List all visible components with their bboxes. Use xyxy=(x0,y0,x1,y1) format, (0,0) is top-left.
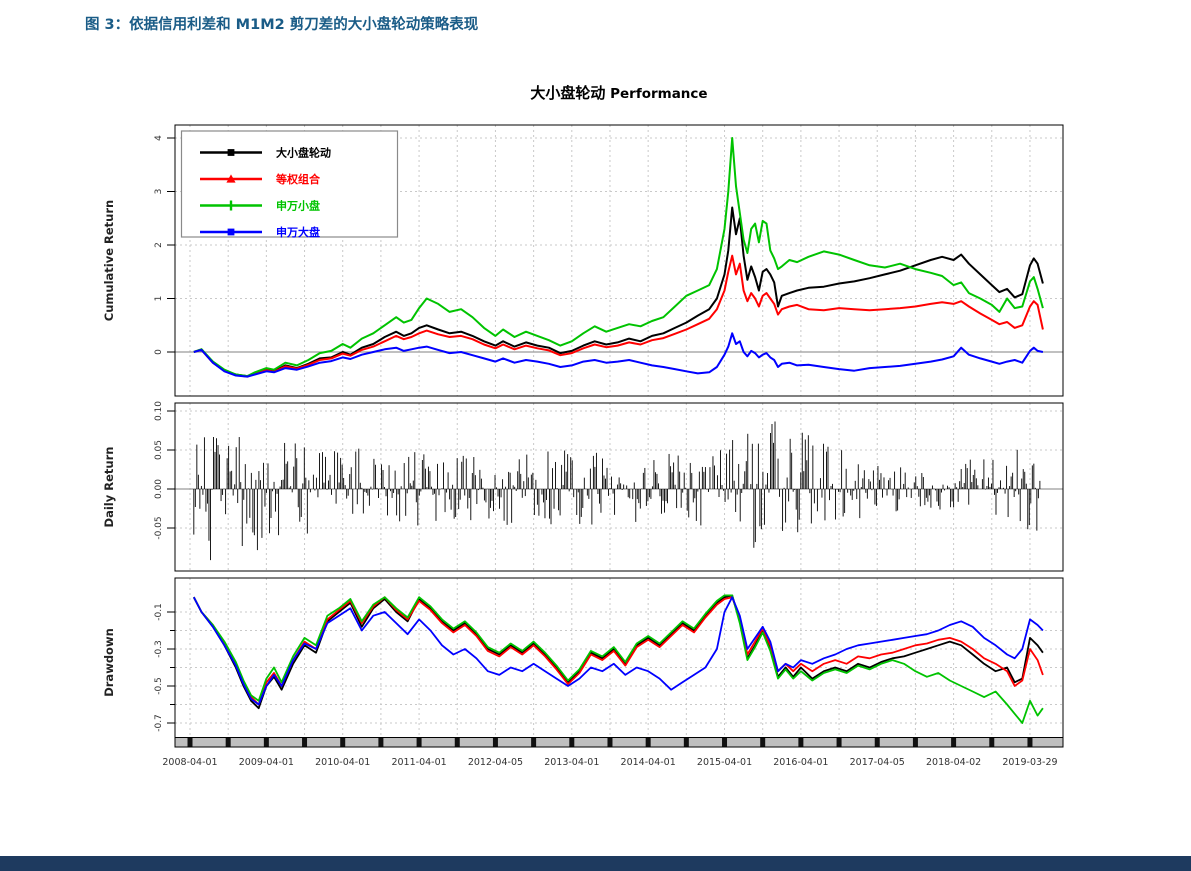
drawdown-series-申万小盘 xyxy=(193,594,1044,724)
x-tick-label: 2009-04-01 xyxy=(239,757,294,768)
legend-label: 申万小盘 xyxy=(276,199,320,213)
y-tick-label: 2 xyxy=(154,242,164,248)
x-tick-label: 2017-04-05 xyxy=(850,757,905,768)
y-tick-label: -0.7 xyxy=(154,714,164,732)
daily-return-spikes xyxy=(193,421,1041,561)
x-tick-label: 2008-04-01 xyxy=(162,757,217,768)
x-tick-label: 2013-04-01 xyxy=(544,757,599,768)
y-axis-label: Drawdown xyxy=(102,628,116,697)
y-tick-label: 0.10 xyxy=(154,401,164,421)
chart-title: 大小盘轮动 Performance xyxy=(530,84,707,102)
y-tick-label: -0.3 xyxy=(154,640,164,658)
cumulative-series-申万小盘 xyxy=(193,137,1044,378)
legend-marker-square xyxy=(227,149,235,156)
legend-marker-triangle xyxy=(226,174,236,183)
x-tick-label: 2010-04-01 xyxy=(315,757,370,768)
y-tick-label: 0 xyxy=(154,349,164,355)
page-footer-bar xyxy=(0,856,1191,871)
y-tick-label: 1 xyxy=(154,296,164,302)
y-tick-label: 0.00 xyxy=(154,479,164,499)
drawdown-series-申万大盘 xyxy=(193,596,1044,706)
legend-label: 大小盘轮动 xyxy=(276,146,331,160)
y-axis-label: Cumulative Return xyxy=(102,200,116,321)
cumulative-series-等权组合 xyxy=(193,254,1044,378)
legend-label: 等权组合 xyxy=(275,172,321,186)
y-axis-label: Daily Return xyxy=(102,447,116,528)
y-tick-label: 4 xyxy=(154,135,164,141)
x-tick-label: 2018-04-02 xyxy=(926,757,981,768)
legend-marker-square xyxy=(227,228,235,236)
x-tick-label: 2014-04-01 xyxy=(621,757,676,768)
cumulative-series-申万大盘 xyxy=(193,332,1044,378)
figure-caption: 图 3：依据信用利差和 M1M2 剪刀差的大小盘轮动策略表现 xyxy=(85,17,479,33)
drawdown-series-等权组合 xyxy=(193,596,1044,706)
x-axis-ribbon xyxy=(174,737,1064,748)
y-tick-label: -0.1 xyxy=(154,603,164,621)
x-tick-label: 2016-04-01 xyxy=(773,757,828,768)
legend-label: 申万大盘 xyxy=(276,225,320,239)
x-tick-label: 2019-03-29 xyxy=(1002,757,1057,768)
x-tick-label: 2011-04-01 xyxy=(391,757,446,768)
daily-return-panel: 0.10 0.05 0.00 -0.05 Daily Return xyxy=(102,401,1064,572)
y-tick-label: -0.05 xyxy=(154,516,164,539)
x-tick-label: 2012-04-05 xyxy=(468,757,523,768)
y-tick-label: 0.05 xyxy=(154,440,164,460)
y-tick-label: -0.5 xyxy=(154,677,164,695)
drawdown-panel: -0.1 -0.3 -0.5 -0.7 Drawdown xyxy=(102,577,1064,748)
x-tick-label: 2015-04-01 xyxy=(697,757,752,768)
y-tick-label: 3 xyxy=(154,189,164,195)
